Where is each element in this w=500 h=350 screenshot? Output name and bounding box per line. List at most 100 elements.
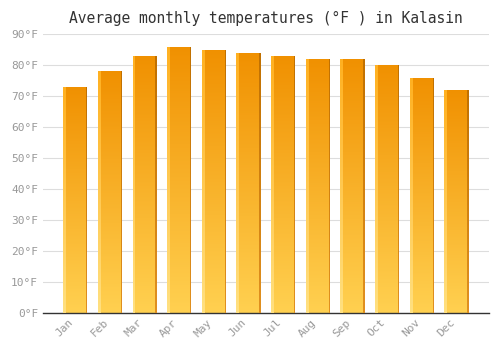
Bar — [467, 156, 468, 157]
Bar — [271, 79, 274, 80]
Bar — [132, 210, 157, 211]
Bar — [190, 88, 192, 89]
Bar — [432, 177, 434, 178]
Bar — [202, 219, 226, 220]
Bar — [167, 217, 170, 218]
Bar — [410, 80, 434, 81]
Bar — [202, 205, 204, 206]
Bar — [98, 157, 122, 158]
Bar — [167, 278, 170, 279]
Bar — [271, 84, 274, 85]
Bar — [202, 128, 226, 130]
Bar — [236, 252, 240, 253]
Bar — [63, 203, 66, 204]
Bar — [271, 76, 295, 78]
Bar — [98, 284, 101, 285]
Bar — [375, 196, 400, 197]
Bar — [271, 191, 295, 192]
Bar — [132, 238, 157, 239]
Bar — [306, 96, 308, 97]
Bar — [202, 298, 204, 300]
Bar — [132, 166, 136, 168]
Bar — [271, 160, 274, 161]
Bar — [328, 166, 330, 167]
Bar — [432, 197, 434, 198]
Bar — [63, 193, 66, 194]
Bar — [98, 76, 101, 77]
Bar — [306, 184, 308, 186]
Bar — [444, 179, 468, 180]
Bar — [202, 118, 204, 119]
Bar — [132, 246, 157, 247]
Bar — [86, 220, 88, 221]
Bar — [167, 271, 170, 273]
Bar — [63, 153, 66, 155]
Bar — [432, 172, 434, 173]
Bar — [156, 162, 157, 164]
Bar — [363, 312, 364, 313]
Bar — [236, 271, 260, 272]
Bar — [98, 98, 101, 99]
Bar — [98, 255, 101, 256]
Bar — [190, 178, 192, 180]
Bar — [444, 207, 448, 208]
Bar — [363, 276, 364, 277]
Bar — [306, 220, 308, 221]
Bar — [467, 262, 468, 264]
Bar — [398, 310, 400, 312]
Bar — [86, 206, 88, 208]
Bar — [398, 303, 400, 304]
Bar — [444, 306, 468, 307]
Bar — [398, 256, 400, 257]
Bar — [236, 292, 260, 293]
Bar — [306, 275, 330, 276]
Bar — [202, 151, 226, 152]
Bar — [271, 220, 274, 222]
Bar — [271, 289, 295, 291]
Bar — [236, 171, 240, 172]
Bar — [444, 191, 468, 193]
Bar — [294, 142, 296, 143]
Bar — [410, 142, 434, 144]
Bar — [202, 107, 226, 109]
Bar — [444, 141, 468, 142]
Bar — [236, 190, 260, 192]
Bar — [63, 210, 66, 211]
Bar — [467, 198, 468, 199]
Bar — [132, 134, 136, 135]
Bar — [340, 159, 364, 160]
Bar — [306, 302, 330, 304]
Bar — [271, 270, 274, 272]
Bar — [132, 94, 157, 96]
Bar — [132, 186, 136, 187]
Bar — [132, 287, 157, 288]
Bar — [363, 254, 364, 256]
Bar — [375, 267, 378, 268]
Bar — [132, 161, 136, 162]
Bar — [132, 304, 157, 305]
Bar — [132, 296, 157, 297]
Bar — [306, 122, 330, 124]
Bar — [86, 282, 88, 283]
Bar — [444, 298, 448, 299]
Bar — [375, 247, 378, 248]
Bar — [467, 289, 468, 290]
Bar — [190, 177, 192, 178]
Bar — [444, 312, 468, 313]
Bar — [444, 294, 448, 295]
Bar — [271, 69, 274, 70]
Bar — [375, 304, 400, 305]
Bar — [132, 300, 136, 301]
Bar — [467, 273, 468, 274]
Bar — [398, 309, 400, 310]
Bar — [375, 310, 400, 312]
Bar — [98, 105, 122, 106]
Bar — [410, 83, 434, 85]
Bar — [444, 190, 448, 191]
Bar — [156, 203, 157, 205]
Bar — [410, 224, 434, 226]
Bar — [432, 195, 434, 196]
Bar — [444, 217, 468, 218]
Bar — [167, 148, 170, 149]
Bar — [132, 260, 136, 261]
